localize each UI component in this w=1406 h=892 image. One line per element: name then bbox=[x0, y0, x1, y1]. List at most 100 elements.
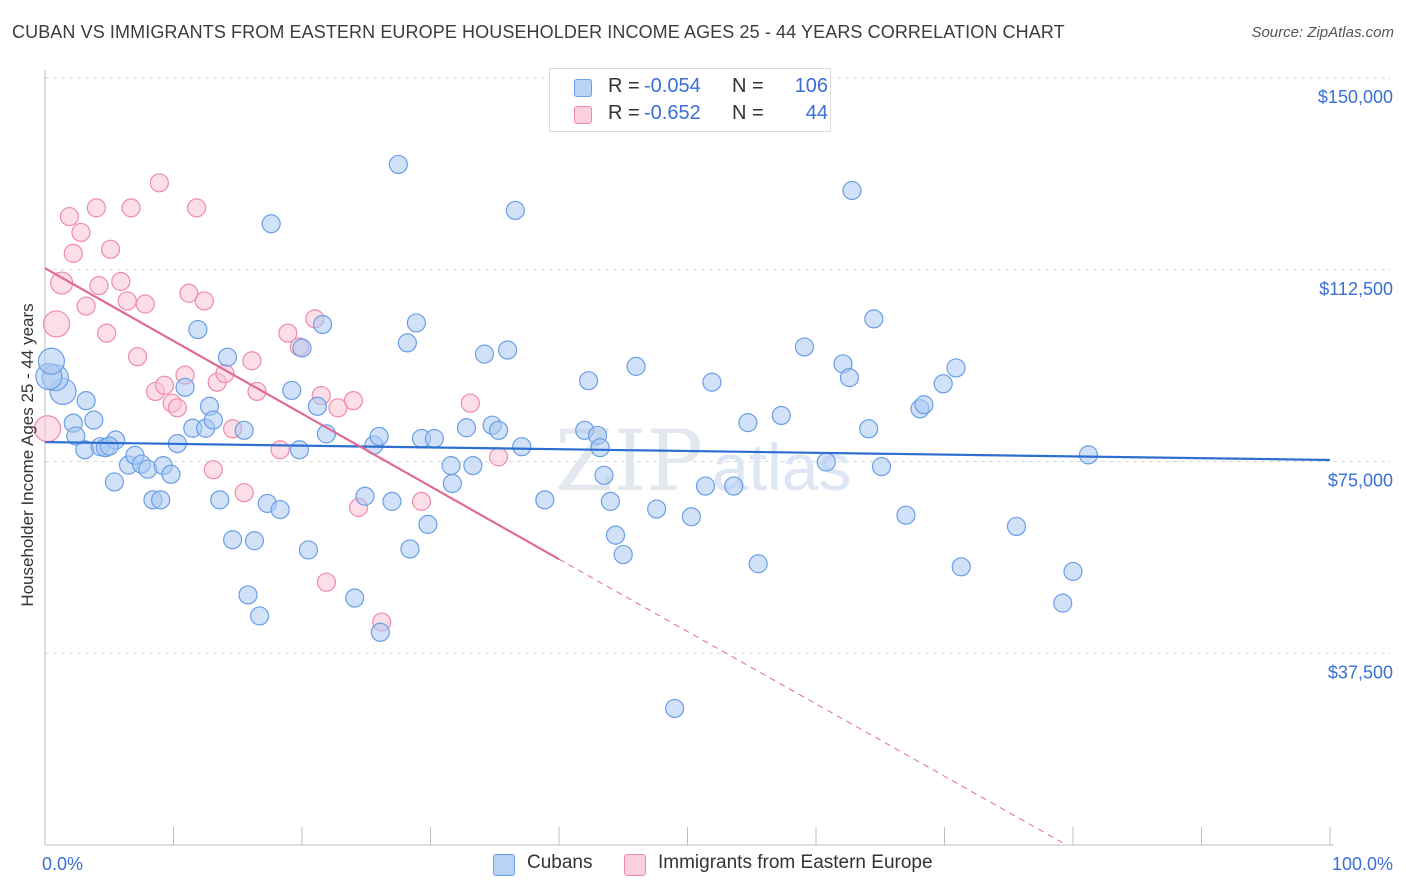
immigrants-point bbox=[149, 173, 169, 193]
immigrants-point bbox=[63, 243, 83, 263]
cubans-point bbox=[370, 622, 390, 642]
cubans-point bbox=[188, 319, 208, 340]
immigrants-point bbox=[242, 351, 262, 371]
cubans-point bbox=[702, 372, 722, 392]
immigrants-point bbox=[121, 198, 141, 218]
immigrants-point bbox=[117, 291, 137, 311]
cubans-point bbox=[600, 491, 621, 511]
cubans-point bbox=[463, 455, 483, 476]
immigrants-point bbox=[135, 294, 155, 314]
cubans-point bbox=[794, 337, 815, 357]
cubans-point bbox=[292, 338, 312, 358]
cubans-point bbox=[37, 347, 66, 375]
legend-n-value: 106 bbox=[794, 75, 828, 97]
cubans-point bbox=[1078, 445, 1099, 465]
cubans-point bbox=[441, 455, 461, 476]
immigrants-point bbox=[154, 375, 175, 395]
cubans-point bbox=[369, 426, 389, 447]
bottom-legend-swatch-cubans bbox=[493, 854, 515, 876]
legend-r-value: -0.054 bbox=[644, 75, 701, 97]
cubans-point bbox=[613, 544, 633, 565]
cubans-point bbox=[151, 490, 171, 510]
y-axis-label: Householder Income Ages 25 - 44 years bbox=[18, 303, 37, 607]
cubans-point bbox=[839, 368, 860, 388]
cubans-point bbox=[223, 530, 243, 550]
cubans-point bbox=[84, 410, 104, 430]
cubans-point bbox=[738, 413, 758, 433]
cubans-point bbox=[418, 514, 438, 534]
immigrants-point bbox=[167, 398, 187, 418]
cubans-point bbox=[842, 180, 862, 201]
bottom-legend-swatch-immigrants bbox=[624, 854, 646, 876]
cubans-point bbox=[289, 440, 310, 460]
chart-source: Source: ZipAtlas.com bbox=[1251, 24, 1394, 41]
immigrants-point bbox=[460, 393, 480, 413]
immigrants-point bbox=[42, 310, 71, 338]
immigrants-point bbox=[489, 447, 509, 467]
cubans-point bbox=[605, 525, 626, 545]
cubans-point bbox=[1053, 593, 1073, 613]
cubans-point bbox=[535, 490, 555, 510]
immigrants-point bbox=[86, 198, 107, 218]
cubans-point bbox=[896, 505, 916, 525]
legend-r-value: -0.652 bbox=[644, 102, 701, 124]
y-tick-label: $37,500 bbox=[1328, 662, 1393, 682]
x-tick-label: 100.0% bbox=[1332, 854, 1393, 874]
immigrants-point bbox=[278, 323, 298, 343]
cubans-point bbox=[406, 313, 426, 333]
cubans-point bbox=[498, 340, 518, 360]
immigrants-point bbox=[234, 483, 254, 503]
cubans-point bbox=[282, 380, 302, 401]
cubans-point bbox=[951, 557, 971, 577]
cubans-trend-line bbox=[44, 440, 1331, 462]
immigrants-point bbox=[316, 572, 337, 592]
legend-swatch-immigrants bbox=[574, 106, 592, 124]
cubans-point bbox=[665, 698, 685, 719]
cubans-point bbox=[397, 333, 417, 353]
cubans-points bbox=[35, 154, 1099, 719]
immigrants-point bbox=[100, 239, 121, 259]
immigrants-point bbox=[179, 283, 199, 303]
cubans-point bbox=[99, 436, 119, 456]
cubans-point bbox=[238, 585, 258, 605]
cubans-point bbox=[512, 437, 532, 457]
immigrants-point bbox=[203, 460, 223, 480]
cubans-point bbox=[695, 476, 716, 496]
immigrants-point bbox=[89, 276, 109, 296]
x-tick-label: 0.0% bbox=[42, 854, 83, 874]
immigrants-point bbox=[76, 296, 96, 316]
immigrants-point bbox=[270, 440, 290, 460]
trend-lines bbox=[44, 267, 1331, 846]
chart-title: CUBAN VS IMMIGRANTS FROM EASTERN EUROPE … bbox=[12, 22, 1065, 42]
immigrants-point bbox=[33, 415, 62, 443]
cubans-point bbox=[161, 464, 181, 484]
cubans-point bbox=[175, 377, 195, 397]
bottom-legend-label: Immigrants from Eastern Europe bbox=[658, 852, 933, 873]
immigrants-point bbox=[411, 491, 432, 511]
cubans-point bbox=[307, 396, 328, 416]
cubans-point bbox=[217, 347, 238, 367]
immigrants-point bbox=[127, 347, 148, 367]
cubans-point bbox=[1063, 561, 1083, 582]
cubans-point bbox=[590, 438, 610, 458]
cubans-point bbox=[442, 473, 462, 494]
immigrants-trend-line bbox=[44, 267, 560, 561]
cubans-point bbox=[871, 457, 892, 477]
cubans-point bbox=[489, 420, 509, 440]
cubans-point bbox=[859, 419, 879, 439]
cubans-point bbox=[946, 358, 966, 378]
cubans-point bbox=[1006, 516, 1027, 537]
cubans-point bbox=[864, 309, 884, 329]
cubans-point bbox=[505, 200, 525, 221]
cubans-point bbox=[382, 491, 402, 511]
cubans-point bbox=[594, 465, 614, 485]
cubans-point bbox=[626, 356, 646, 376]
cubans-point bbox=[388, 154, 408, 175]
cubans-point bbox=[355, 486, 375, 506]
cubans-point bbox=[724, 476, 744, 496]
immigrants-point bbox=[194, 291, 214, 311]
immigrants-trend-extension bbox=[558, 558, 1067, 846]
cubans-point bbox=[249, 606, 270, 626]
immigrants-point bbox=[59, 206, 80, 227]
